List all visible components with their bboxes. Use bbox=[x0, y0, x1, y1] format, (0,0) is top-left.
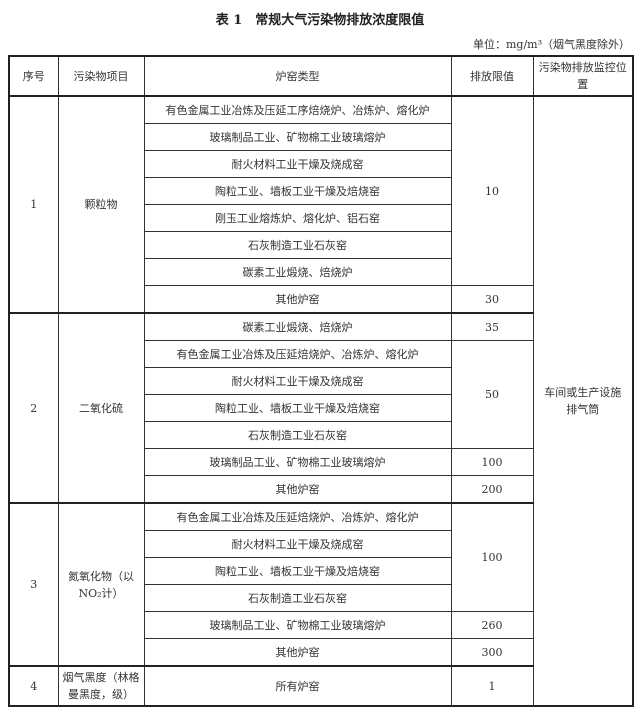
furnace-type: 石灰制造工业石灰窑 bbox=[143, 231, 452, 259]
furnace-type: 其他炉窑 bbox=[143, 475, 452, 504]
table-row: 其他炉窑 30 bbox=[9, 285, 633, 314]
furnace-type: 石灰制造工业石灰窑 bbox=[143, 421, 452, 449]
emission-limit: 50 bbox=[450, 340, 534, 449]
furnace-type: 耐火材料工业干燥及烧成窑 bbox=[143, 530, 452, 558]
header-furnace: 炉窑类型 bbox=[143, 55, 452, 97]
table-row: 4 烟气黑度（林格曼黑度，级） 所有炉窑 1 bbox=[8, 665, 633, 707]
emission-limit: 200 bbox=[450, 475, 534, 504]
header-no: 序号 bbox=[8, 55, 59, 97]
furnace-type: 所有炉窑 bbox=[143, 665, 452, 707]
section-number: 3 bbox=[8, 502, 59, 667]
furnace-type: 玻璃制品工业、矿物棉工业玻璃熔炉 bbox=[143, 448, 452, 476]
emission-limit: 30 bbox=[450, 285, 534, 314]
furnace-type: 耐火材料工业干燥及烧成窑 bbox=[143, 367, 452, 395]
emission-limit: 10 bbox=[450, 95, 534, 286]
furnace-type: 玻璃制品工业、矿物棉工业玻璃熔炉 bbox=[143, 123, 452, 151]
section-number: 2 bbox=[8, 312, 59, 504]
header-row: 序号 污染物项目 炉窑类型 排放限值 污染物排放监控位置 bbox=[8, 55, 634, 97]
furnace-type: 碳素工业煅烧、焙烧炉 bbox=[143, 258, 452, 286]
section-number: 1 bbox=[8, 95, 59, 314]
furnace-type: 陶粒工业、墙板工业干燥及焙烧窑 bbox=[143, 177, 452, 205]
emission-limit: 35 bbox=[450, 312, 534, 341]
furnace-type: 碳素工业煅烧、焙烧炉 bbox=[143, 312, 452, 341]
furnace-type: 其他炉窑 bbox=[143, 285, 452, 314]
table-row: 陶粒工业、墙板工业干燥及焙烧窑 bbox=[9, 557, 633, 585]
emission-limit: 1 bbox=[450, 665, 534, 707]
emission-limit: 100 bbox=[450, 502, 534, 612]
header-pollutant: 污染物项目 bbox=[57, 55, 145, 97]
table-row: 耐火材料工业干燥及烧成窑 bbox=[9, 530, 633, 558]
emission-limit: 300 bbox=[450, 638, 534, 667]
furnace-type: 陶粒工业、墙板工业干燥及焙烧窑 bbox=[143, 394, 452, 422]
table-row: 刚玉工业熔炼炉、熔化炉、铝石窑 bbox=[9, 204, 633, 232]
furnace-type: 有色金属工业冶炼及压延工序焙烧炉、冶炼炉、熔化炉 bbox=[143, 95, 452, 124]
furnace-type: 玻璃制品工业、矿物棉工业玻璃熔炉 bbox=[143, 611, 452, 639]
table-row: 2 二氧化硫 碳素工业煅烧、焙烧炉 35 bbox=[8, 312, 633, 504]
table-row: 玻璃制品工业、矿物棉工业玻璃熔炉 260 bbox=[9, 611, 633, 639]
table-row: 石灰制造工业石灰窑 bbox=[9, 584, 633, 612]
section-number: 4 bbox=[8, 665, 59, 707]
furnace-type: 陶粒工业、墙板工业干燥及焙烧窑 bbox=[143, 557, 452, 585]
table-row: 有色金属工业冶炼及压延焙烧炉、冶炼炉、熔化炉 50 bbox=[9, 340, 633, 449]
furnace-type: 其他炉窑 bbox=[143, 638, 452, 667]
furnace-type: 有色金属工业冶炼及压延焙烧炉、冶炼炉、熔化炉 bbox=[143, 502, 452, 531]
pollutant-name: 颗粒物 bbox=[57, 95, 145, 314]
table-title: 表 1 常规大气污染物排放浓度限值 bbox=[215, 13, 425, 28]
furnace-type: 耐火材料工业干燥及烧成窑 bbox=[143, 150, 452, 178]
table-row: 碳素工业煅烧、焙烧炉 bbox=[9, 258, 633, 286]
table-row: 玻璃制品工业、矿物棉工业玻璃熔炉 bbox=[9, 123, 633, 151]
pollutant-name: 烟气黑度（林格曼黑度，级） bbox=[57, 665, 145, 707]
emission-limit: 260 bbox=[450, 611, 534, 639]
header-limit: 排放限值 bbox=[450, 55, 534, 97]
furnace-type: 石灰制造工业石灰窑 bbox=[143, 584, 452, 612]
table-row: 耐火材料工业干燥及烧成窑 bbox=[9, 150, 633, 178]
table-row: 玻璃制品工业、矿物棉工业玻璃熔炉 100 bbox=[9, 448, 633, 476]
table-row: 1 颗粒物 有色金属工业冶炼及压延工序焙烧炉、冶炼炉、熔化炉 10 车间或生产设施排气筒 bbox=[8, 95, 634, 707]
unit-note: 单位：mg/m³（烟气黑度除外） bbox=[472, 38, 630, 51]
emission-limits-table: 序号 污染物项目 炉窑类型 排放限值 污染物排放监控位置 1 颗粒物 有色金属工业冶… bbox=[8, 55, 634, 707]
pollutant-name: 氮氧化物（以NO₂计） bbox=[57, 502, 145, 667]
header-monitor: 污染物排放监控位置 bbox=[532, 55, 634, 97]
furnace-type: 有色金属工业冶炼及压延焙烧炉、冶炼炉、熔化炉 bbox=[143, 340, 452, 368]
monitor-location: 车间或生产设施排气筒 bbox=[532, 95, 634, 707]
furnace-type: 刚玉工业熔炼炉、熔化炉、铝石窑 bbox=[143, 204, 452, 232]
emission-limit: 100 bbox=[450, 448, 534, 476]
table-row: 陶粒工业、墙板工业干燥及焙烧窑 bbox=[9, 394, 633, 422]
pollutant-name: 二氧化硫 bbox=[57, 312, 145, 504]
table-row: 石灰制造工业石灰窑 bbox=[9, 231, 633, 259]
